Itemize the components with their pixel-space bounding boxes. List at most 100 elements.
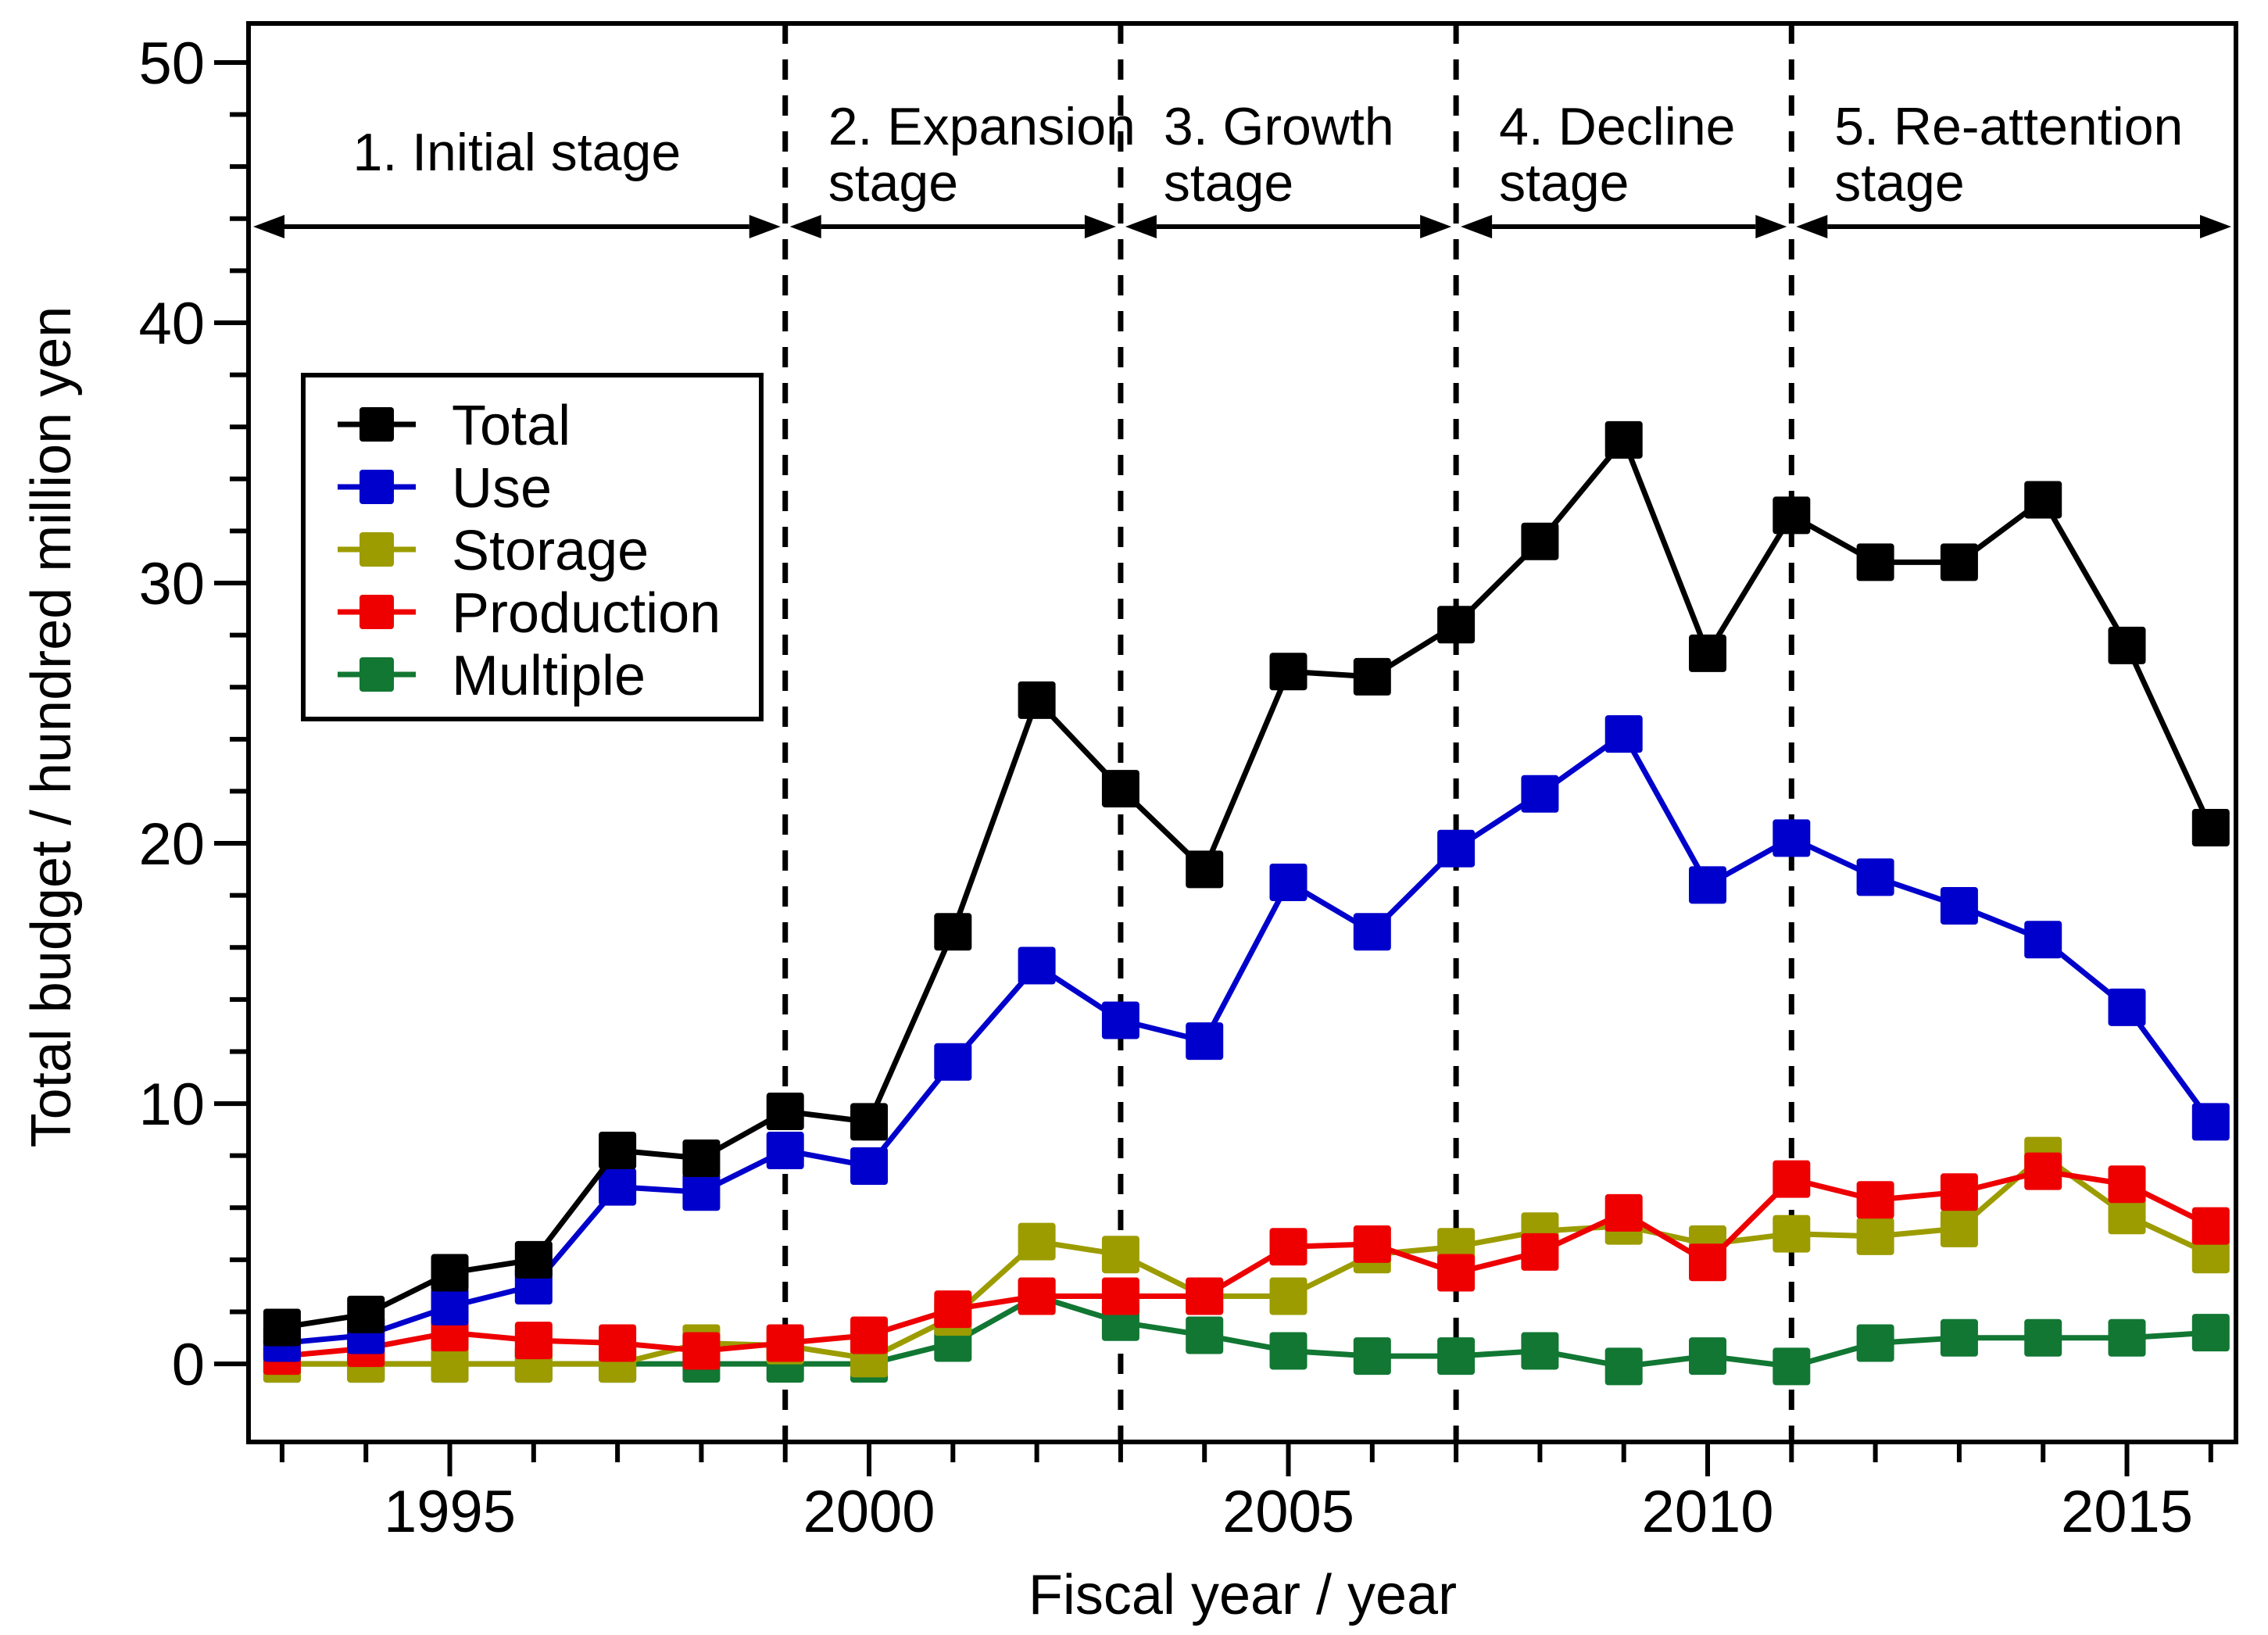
data-point-total bbox=[1940, 543, 1978, 581]
data-point-production bbox=[1101, 1277, 1139, 1315]
data-point-production bbox=[1856, 1181, 1894, 1219]
legend-label-storage: Storage bbox=[452, 520, 649, 582]
data-point-production bbox=[1186, 1277, 1224, 1315]
series-group bbox=[263, 420, 2230, 1386]
stage-arrow-right-head bbox=[2200, 215, 2231, 238]
data-point-production bbox=[514, 1322, 553, 1360]
data-point-multiple bbox=[1269, 1332, 1307, 1370]
data-point-total bbox=[766, 1093, 804, 1131]
y-tick-label: 40 bbox=[138, 291, 205, 357]
data-point-use bbox=[1856, 858, 1894, 896]
data-point-total bbox=[2024, 481, 2062, 519]
data-point-use bbox=[934, 1043, 972, 1081]
data-point-multiple bbox=[1856, 1324, 1894, 1362]
data-point-use bbox=[1773, 819, 1811, 857]
data-point-use bbox=[2108, 988, 2146, 1026]
axes-group bbox=[246, 21, 2238, 1444]
y-tick-label: 50 bbox=[138, 30, 205, 97]
y-tick-label: 20 bbox=[138, 811, 205, 878]
x-tick-label: 1995 bbox=[384, 1479, 516, 1545]
legend-label-production: Production bbox=[452, 582, 721, 645]
y-tick-label: 30 bbox=[138, 551, 205, 617]
data-point-use bbox=[2191, 1103, 2230, 1141]
data-point-total bbox=[682, 1139, 721, 1177]
data-point-storage bbox=[1269, 1277, 1307, 1315]
data-point-use bbox=[1353, 913, 1391, 951]
data-point-production bbox=[1689, 1243, 1727, 1282]
data-point-multiple bbox=[1521, 1332, 1559, 1370]
data-point-multiple bbox=[2108, 1318, 2146, 1357]
data-point-total bbox=[1856, 543, 1894, 581]
data-point-storage bbox=[1018, 1222, 1056, 1261]
data-point-total bbox=[1353, 657, 1391, 696]
stage-label: stage bbox=[828, 153, 958, 213]
stage-label: stage bbox=[1834, 153, 1964, 213]
stage-arrow-left-head bbox=[253, 215, 284, 238]
data-point-use bbox=[599, 1168, 637, 1206]
data-point-use bbox=[2024, 921, 2062, 959]
data-point-production bbox=[2024, 1152, 2062, 1190]
data-point-production bbox=[682, 1332, 721, 1370]
data-point-production bbox=[2108, 1165, 2146, 1204]
stage-arrow-right-head bbox=[1755, 215, 1787, 238]
legend-label-multiple: Multiple bbox=[452, 645, 646, 707]
x-tick-label: 2000 bbox=[803, 1479, 935, 1545]
legend-label-use: Use bbox=[452, 457, 552, 520]
data-point-total bbox=[850, 1103, 889, 1141]
data-point-use bbox=[1101, 1001, 1139, 1039]
stage-label: 3. Growth bbox=[1164, 97, 1394, 156]
data-point-total bbox=[1437, 606, 1476, 644]
x-tick-label: 2015 bbox=[2061, 1479, 2193, 1545]
data-point-total bbox=[263, 1308, 301, 1347]
data-point-production bbox=[1521, 1233, 1559, 1271]
data-point-total bbox=[514, 1240, 553, 1279]
data-point-multiple bbox=[1437, 1337, 1476, 1376]
data-point-use bbox=[766, 1132, 804, 1170]
data-point-production bbox=[850, 1316, 889, 1354]
data-point-storage bbox=[1940, 1209, 1978, 1247]
data-point-use bbox=[682, 1173, 721, 1211]
data-point-total bbox=[431, 1254, 469, 1292]
legend-swatch-marker bbox=[360, 470, 394, 504]
data-point-use bbox=[1689, 866, 1727, 904]
data-point-total bbox=[2108, 626, 2146, 664]
data-point-production bbox=[934, 1290, 972, 1329]
data-point-storage bbox=[1856, 1217, 1894, 1255]
y-tick-label: 0 bbox=[172, 1332, 205, 1398]
stage-arrow-right-head bbox=[1084, 215, 1116, 238]
stage-arrow-right-head bbox=[1420, 215, 1452, 238]
data-point-total bbox=[1269, 653, 1307, 691]
data-point-total bbox=[934, 913, 972, 951]
x-tick-label: 2005 bbox=[1222, 1479, 1354, 1545]
legend-swatch-marker bbox=[360, 657, 394, 692]
stage-label: 1. Initial stage bbox=[353, 123, 681, 182]
data-point-total bbox=[1689, 634, 1727, 672]
data-point-production bbox=[1604, 1193, 1643, 1232]
data-point-storage bbox=[1101, 1236, 1139, 1274]
stage-label: 4. Decline bbox=[1499, 97, 1735, 156]
x-tick-label: 2010 bbox=[1641, 1479, 1773, 1545]
y-tick-label: 10 bbox=[138, 1072, 205, 1138]
stage-label: 5. Re-attention bbox=[1834, 97, 2183, 156]
data-point-use bbox=[431, 1287, 469, 1326]
data-point-use bbox=[1940, 886, 1978, 925]
data-point-production bbox=[1018, 1277, 1056, 1315]
data-point-multiple bbox=[2191, 1314, 2230, 1352]
data-point-total bbox=[1773, 496, 1811, 535]
stage-arrow-left-head bbox=[1796, 215, 1828, 238]
data-point-production bbox=[1773, 1160, 1811, 1198]
data-point-total bbox=[1018, 681, 1056, 719]
stage-arrow-left-head bbox=[1461, 215, 1493, 238]
legend-swatch-marker bbox=[360, 532, 394, 567]
data-point-production bbox=[1353, 1225, 1391, 1263]
data-point-multiple bbox=[1940, 1318, 1978, 1357]
data-point-multiple bbox=[1604, 1347, 1643, 1386]
data-point-multiple bbox=[1186, 1316, 1224, 1354]
data-point-total bbox=[1186, 850, 1224, 889]
data-point-use bbox=[1521, 775, 1559, 813]
data-point-production bbox=[1269, 1228, 1307, 1266]
data-point-multiple bbox=[1689, 1337, 1727, 1376]
plot-frame bbox=[246, 21, 2238, 1444]
